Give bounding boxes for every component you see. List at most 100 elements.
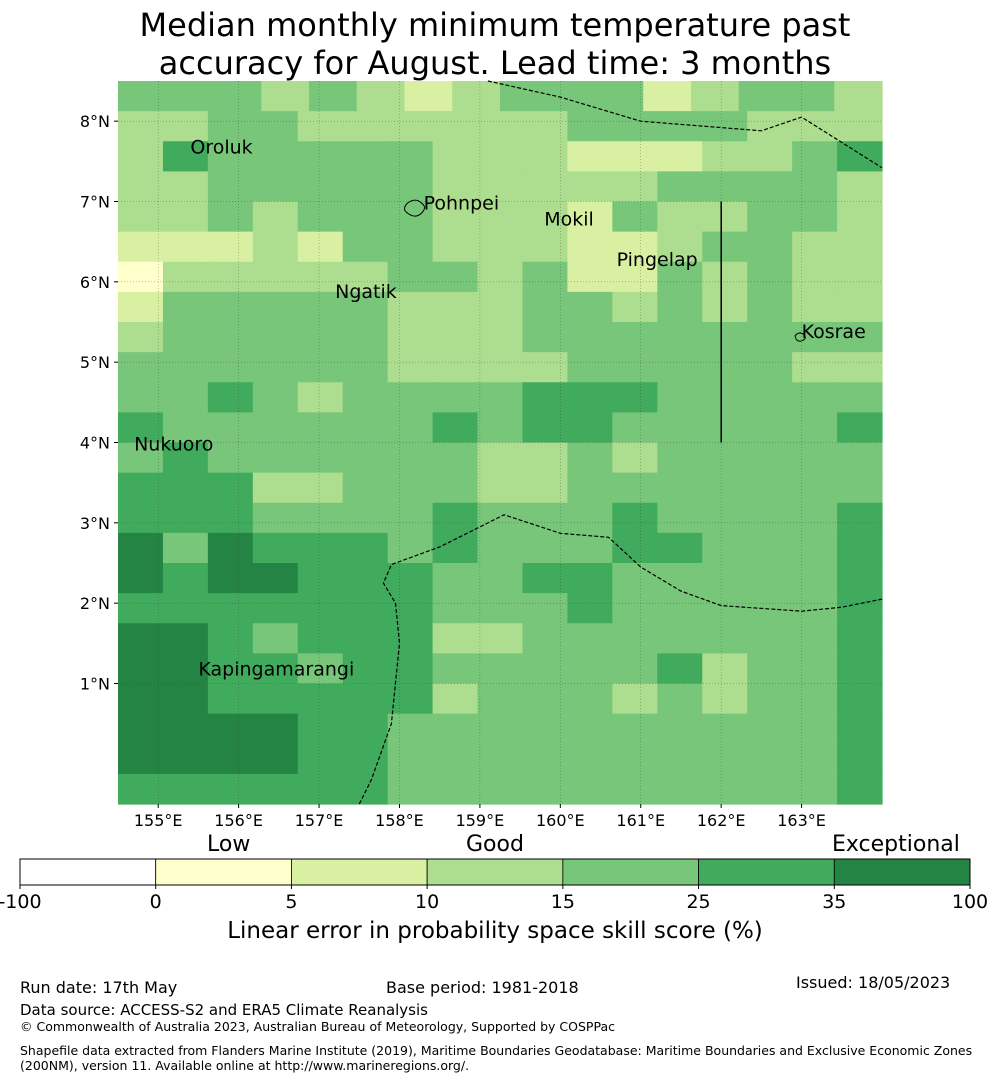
grid-cell <box>252 171 299 203</box>
grid-cell <box>657 743 703 775</box>
grid-cell <box>477 352 524 383</box>
grid-cell <box>387 502 434 534</box>
grid-cell <box>657 111 703 142</box>
category-low-label: Low <box>207 832 251 857</box>
grid-cell <box>792 683 838 715</box>
grid-cell <box>612 261 658 293</box>
grid-cell <box>387 653 434 685</box>
grid-cell <box>297 261 344 293</box>
grid-cell <box>432 322 479 353</box>
grid-cell <box>162 442 209 474</box>
grid-cell <box>387 472 434 504</box>
grid-cell <box>297 653 344 685</box>
grid-cell <box>522 291 569 323</box>
grid-cell <box>792 743 838 775</box>
place-label: Pohnpei <box>424 193 500 215</box>
grid-cell <box>297 472 344 504</box>
y-tick-label: 3°N <box>80 514 110 533</box>
grid-cell <box>342 713 389 745</box>
grid-cell <box>432 593 479 624</box>
x-tick-label: 157°E <box>295 811 344 830</box>
grid-cell <box>657 623 703 654</box>
grid-cell <box>477 231 524 263</box>
colorbar-segment <box>19 858 157 886</box>
grid-cell <box>657 171 703 203</box>
grid-cell <box>747 713 793 745</box>
colorbar-segment <box>562 858 699 886</box>
y-tick-label: 5°N <box>80 353 110 372</box>
colorbar-tick-label: 100 <box>952 891 988 913</box>
shapefile-credit-2: (200NM), version 11. Available online at… <box>20 1058 470 1073</box>
grid-cell <box>162 653 209 685</box>
grid-cell <box>747 653 793 685</box>
grid-cell <box>432 111 479 142</box>
grid-cell <box>595 81 644 112</box>
grid-cell <box>342 623 389 654</box>
grid-cell <box>118 111 164 142</box>
grid-cell <box>657 141 703 172</box>
grid-cell <box>118 382 164 413</box>
grid-cell <box>432 442 479 474</box>
grid-cell <box>477 683 524 715</box>
grid-cell <box>118 472 164 504</box>
grid-cell <box>207 171 254 203</box>
eez-boundary-line <box>358 514 883 805</box>
grid-cell <box>118 322 164 353</box>
grid-cell <box>477 773 524 805</box>
grid-cell <box>342 412 389 444</box>
grid-cell <box>342 502 389 534</box>
colorbar-segment <box>833 858 971 886</box>
x-tick-label: 161°E <box>616 811 665 830</box>
grid-cell <box>657 683 703 715</box>
grid-cell <box>297 593 344 624</box>
grid-cell <box>297 773 344 805</box>
grid-cell <box>522 532 569 564</box>
run-date: Run date: 17th May <box>20 978 178 997</box>
grid-cell <box>252 713 299 745</box>
grid-cell <box>747 322 793 353</box>
x-tick-label: 160°E <box>536 811 585 830</box>
grid-cell <box>837 231 883 263</box>
grid-cell <box>567 261 613 293</box>
grid-cell <box>792 623 838 654</box>
grid-cell <box>522 743 569 775</box>
grid-cell <box>387 442 434 474</box>
grid-cell <box>118 713 164 745</box>
grid-cell <box>747 532 793 564</box>
colorbar-tick-label: -100 <box>0 891 42 913</box>
grid-cell <box>834 81 883 112</box>
grid-cell <box>747 412 793 444</box>
x-tick-label: 159°E <box>456 811 505 830</box>
grid-cell <box>837 261 883 293</box>
grid-cell <box>387 261 434 293</box>
grid-cell <box>612 352 658 383</box>
grid-cell <box>252 231 299 263</box>
grid-cell <box>837 442 883 474</box>
grid-cell <box>297 743 344 775</box>
grid-cell <box>432 683 479 715</box>
grid-cell <box>702 171 748 203</box>
grid-cell <box>252 322 299 353</box>
grid-cell <box>387 382 434 413</box>
grid-cell <box>118 352 164 383</box>
grid-cell <box>612 382 658 413</box>
grid-cell <box>432 201 479 233</box>
grid-cell <box>792 201 838 233</box>
grid-cell <box>252 382 299 413</box>
grid-cell <box>342 653 389 685</box>
grid-cell <box>612 743 658 775</box>
grid-cell <box>118 502 164 534</box>
grid-cell <box>477 563 524 594</box>
grid-cell <box>837 412 883 444</box>
grid-cell <box>432 382 479 413</box>
grid-cell <box>792 352 838 383</box>
grid-cell <box>387 322 434 353</box>
x-tick-label: 163°E <box>777 811 826 830</box>
eez-boundaries <box>358 80 883 805</box>
grid-cell <box>702 743 748 775</box>
grid-cell <box>612 442 658 474</box>
place-label: Pingelap <box>617 249 698 271</box>
grid-cell <box>207 322 254 353</box>
grid-cell <box>432 352 479 383</box>
grid-cell <box>747 472 793 504</box>
